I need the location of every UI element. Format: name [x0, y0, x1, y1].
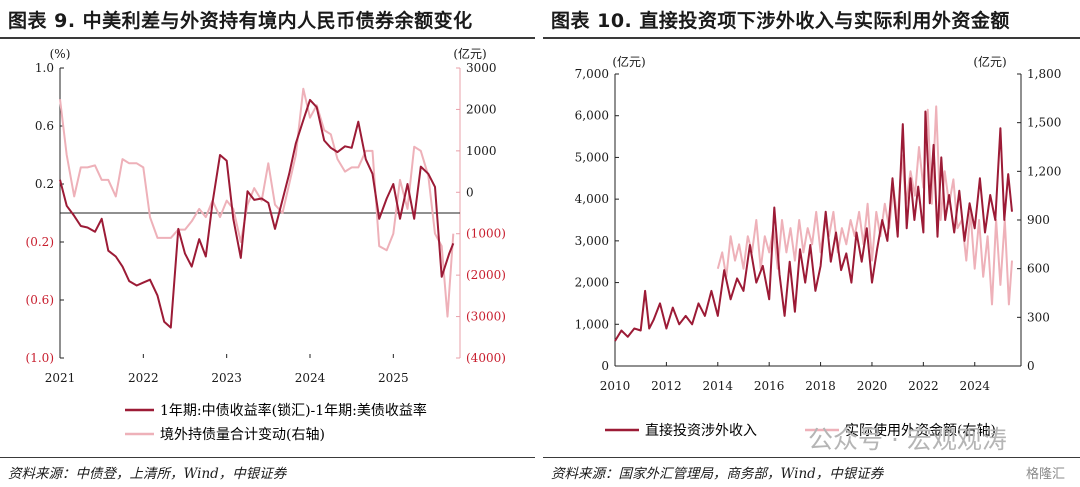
left-right-tick-label: (1000): [466, 227, 506, 241]
right-x-tick-label: 2010: [600, 379, 631, 393]
left-left-tick-label: (0.6): [26, 293, 54, 307]
right-legend-label-1: 直接投资涉外收入: [645, 422, 757, 439]
left-right-tick-label: (4000): [466, 351, 506, 365]
left-chart-title: 图表 9. 中美利差与外资持有境内人民币债券余额变化: [8, 10, 473, 32]
right-right-unit-label: (亿元): [973, 54, 1006, 69]
left-right-tick-label: 3000: [466, 61, 497, 75]
right-left-tick-label: 2,000: [575, 276, 609, 290]
right-x-tick-label: 2012: [651, 379, 682, 393]
left-right-tick-label: 1000: [466, 144, 497, 158]
left-x-tick-label: 2022: [128, 371, 159, 385]
right-left-tick-label: 7,000: [575, 67, 609, 81]
right-legend-label-2: 实际使用外资金额(右轴): [845, 422, 996, 439]
right-x-tick-label: 2018: [805, 379, 836, 393]
left-left-tick-label: 1.0: [35, 61, 54, 75]
left-left-tick-label: (1.0): [26, 351, 54, 365]
right-chart-panel: 图表 10. 直接投资项下涉外收入与实际利用外资金额 直接投资涉外收入 实际使用…: [543, 0, 1080, 487]
right-right-tick-label: 1,500: [1027, 116, 1061, 130]
left-left-tick-label: 0.2: [35, 177, 54, 191]
left-left-tick-label: 0.6: [35, 119, 54, 133]
right-left-tick-label: 0: [601, 359, 609, 373]
right-chart-title: 图表 10. 直接投资项下涉外收入与实际利用外资金额: [551, 10, 1010, 32]
watermark-text: 公众号 · 宏观观涛: [808, 425, 1007, 454]
right-left-tick-label: 5,000: [575, 150, 609, 164]
right-right-tick-label: 900: [1027, 213, 1050, 227]
right-x-tick-label: 2020: [857, 379, 888, 393]
right-source-rule: [543, 457, 1080, 458]
right-chart-svg: 直接投资涉外收入 实际使用外资金额(右轴) 7,000 6,000 5,000 4,0…: [575, 54, 1062, 439]
right-right-tick-label: 1,800: [1027, 67, 1061, 81]
right-series-2-line: [716, 105, 1013, 306]
right-left-tick-label: 4,000: [575, 192, 609, 206]
left-series-2-line: [59, 87, 455, 318]
left-right-tick-label: 2000: [466, 102, 497, 116]
left-right-tick-label: (3000): [466, 310, 506, 324]
right-series-1-line: [614, 110, 1013, 342]
left-right-tick-label: (2000): [466, 268, 506, 282]
left-x-tick-label: 2023: [211, 371, 242, 385]
right-left-tick-label: 3,000: [575, 234, 609, 248]
right-right-tick-label: 1,200: [1027, 164, 1061, 178]
right-x-tick-label: 2022: [908, 379, 939, 393]
left-right-unit-label: (亿元): [453, 46, 486, 61]
right-source-note: 资料来源：国家外汇管理局，商务部，Wind，中银证券: [551, 466, 884, 482]
left-title-rule: [0, 37, 535, 39]
right-left-tick-label: 6,000: [575, 109, 609, 123]
left-source-rule: [0, 457, 535, 458]
right-x-tick-label: 2016: [754, 379, 785, 393]
right-x-tick-label: 2014: [703, 379, 734, 393]
watermark-corner: 格隆汇: [1026, 467, 1066, 482]
right-left-tick-label: 1,000: [575, 317, 609, 331]
right-x-tick-label: 2024: [959, 379, 990, 393]
left-right-tick-label: 0: [466, 185, 474, 199]
left-x-tick-label: 2025: [378, 371, 409, 385]
right-right-tick-label: 300: [1027, 310, 1050, 324]
right-right-tick-label: 600: [1027, 262, 1050, 276]
left-left-tick-label: (0.2): [26, 235, 54, 249]
left-legend-label-1: 1年期:中债收益率(锁汇)-1年期:美债收益率: [160, 402, 427, 419]
left-source-note: 资料来源：中债登，上清所，Wind，中银证券: [8, 466, 287, 482]
left-left-unit-label: (%): [50, 47, 71, 61]
left-chart-panel: 图表 9. 中美利差与外资持有境内人民币债券余额变化 1年期:中债收益率(锁汇)…: [0, 0, 535, 487]
right-right-tick-label: 0: [1027, 359, 1035, 373]
left-x-tick-label: 2024: [295, 371, 326, 385]
left-chart-svg: 1年期:中债收益率(锁汇)-1年期:美债收益率 境外持债量合计变动(右轴) 1.…: [26, 46, 506, 443]
left-series-1-line: [59, 98, 455, 329]
left-legend-label-2: 境外持债量合计变动(右轴): [160, 427, 325, 443]
right-title-rule: [543, 37, 1080, 39]
right-left-unit-label: (亿元): [612, 54, 645, 69]
left-x-tick-label: 2021: [45, 371, 76, 385]
